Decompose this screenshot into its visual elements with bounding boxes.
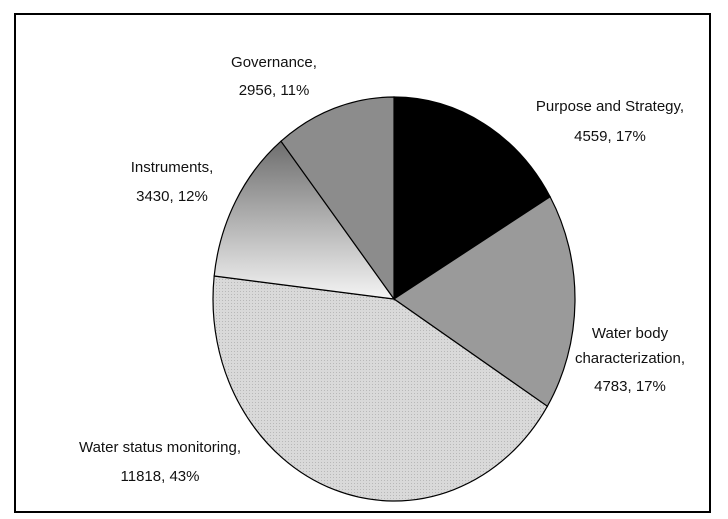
slice-governance — [280, 96, 395, 301]
label-monitoring-line1: Water status monitoring, — [79, 439, 241, 456]
label-instruments-line1: Instruments, — [131, 159, 214, 176]
slice-instruments — [213, 140, 396, 300]
label-waterbody-line1: Water body — [592, 325, 669, 342]
slice-purpose-strategy — [393, 96, 551, 301]
label-waterbody-line3: 4783, 17% — [594, 378, 666, 395]
label-purpose-line1: Purpose and Strategy, — [536, 98, 684, 115]
label-governance-line2: 2956, 11% — [239, 82, 310, 99]
slice-water-status-monitoring — [212, 275, 549, 502]
label-instruments-line2: 3430, 12% — [136, 188, 208, 205]
label-waterbody-line2: characterization, — [575, 350, 685, 367]
slice-water-body — [392, 195, 576, 408]
label-governance-line1: Governance, — [231, 54, 317, 71]
label-purpose-line2: 4559, 17% — [574, 128, 646, 145]
label-monitoring-line2: 11818, 43% — [121, 468, 200, 485]
